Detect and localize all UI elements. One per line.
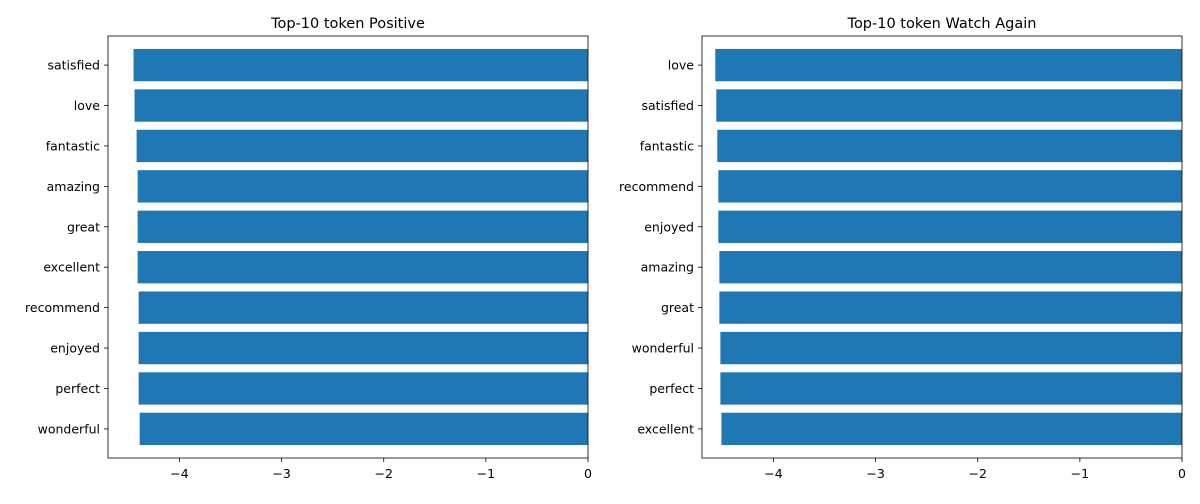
y-tick-label: wonderful [632, 341, 694, 356]
bar-recommend [718, 170, 1182, 203]
plot-frame [107, 35, 589, 459]
x-tick-label: −2 [375, 466, 393, 481]
bar-excellent [137, 251, 589, 284]
x-tick-label: 0 [1178, 466, 1186, 481]
y-tick-label: satisfied [47, 58, 100, 73]
x-tick-label: −4 [170, 466, 188, 481]
x-tick-label: −4 [764, 466, 782, 481]
bar-recommend [138, 291, 588, 324]
chart-title: Top-10 token Watch Again [847, 16, 1037, 32]
y-tick-label: wonderful [38, 421, 100, 436]
y-tick-label: recommend [619, 179, 694, 194]
y-tick-label: love [74, 98, 101, 113]
plot-frame [701, 35, 1183, 459]
y-tick-label: fantastic [46, 138, 100, 153]
y-tick-label: amazing [47, 179, 100, 194]
y-tick-label: enjoyed [644, 219, 694, 234]
y-tick-label: excellent [43, 260, 100, 275]
y-tick-label: perfect [649, 381, 694, 396]
y-tick-label: excellent [637, 421, 694, 436]
bar-amazing [719, 251, 1182, 284]
x-tick-label: −1 [477, 466, 495, 481]
bar-perfect [720, 372, 1182, 405]
bar-fantastic [717, 129, 1182, 163]
y-tick-label: great [67, 219, 100, 234]
bar-fantastic [136, 129, 588, 163]
bar-wonderful [139, 412, 588, 446]
y-tick-label: perfect [55, 381, 100, 396]
bar-excellent [721, 412, 1182, 446]
chart-title: Top-10 token Positive [270, 16, 425, 32]
bar-perfect [138, 372, 588, 405]
bar-satisfied [133, 48, 588, 82]
bar-great [719, 291, 1182, 324]
x-tick-label: −2 [969, 466, 987, 481]
y-tick-label: fantastic [640, 138, 694, 153]
bar-enjoyed [718, 210, 1182, 243]
bar-enjoyed [138, 331, 588, 365]
x-tick-label: −1 [1071, 466, 1089, 481]
y-tick-label: amazing [641, 260, 694, 275]
x-tick-label: 0 [584, 466, 592, 481]
chart-panel-watch-again: Top-10 token Watch Again love satisfied fa… [619, 16, 1186, 481]
y-tick-label: great [661, 300, 694, 315]
y-tick-label: satisfied [641, 98, 694, 113]
bar-wonderful [720, 331, 1182, 365]
bar-amazing [137, 170, 589, 203]
bar-love [715, 48, 1182, 82]
x-tick-label: −3 [866, 466, 884, 481]
bar-great [137, 210, 589, 243]
y-tick-label: enjoyed [50, 341, 100, 356]
bar-love [134, 89, 588, 122]
chart-panel-positive: Top-10 token Positive satisfied love fanta… [25, 16, 592, 481]
y-tick-label: recommend [25, 300, 100, 315]
bar-satisfied [716, 89, 1182, 122]
y-tick-label: love [668, 58, 695, 73]
x-tick-label: −3 [272, 466, 290, 481]
